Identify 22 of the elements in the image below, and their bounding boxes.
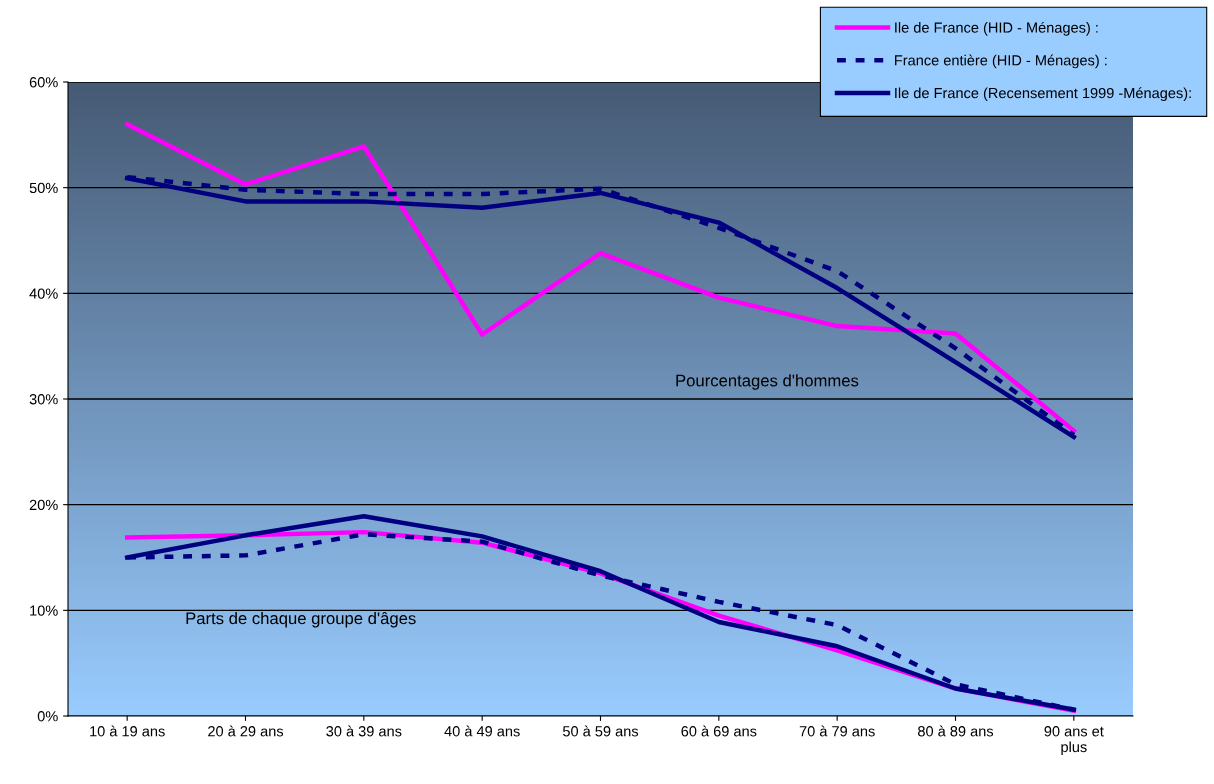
annotation: Parts de chaque groupe d'âges xyxy=(186,611,416,628)
x-tick-label: 60 à 69 ans xyxy=(681,725,757,737)
legend-label: France entière (HID - Ménages) : xyxy=(895,54,1107,69)
legend-label: Ile de France (Recensement 1999 -Ménages): xyxy=(895,87,1191,102)
y-tick-label: 60% xyxy=(29,77,58,88)
y-tick-label: 0% xyxy=(37,711,58,722)
x-tick-label: 80 à 89 ans xyxy=(918,725,994,737)
x-tick-label: 90 ans et plus xyxy=(1044,726,1104,756)
y-tick-label: 10% xyxy=(30,605,58,616)
x-tick-label: 10 à 19 ans xyxy=(90,725,165,737)
legend-label: Ile de France (HID - Ménages) : xyxy=(895,21,1098,36)
annotation: Pourcentages d'hommes xyxy=(676,374,859,390)
x-tick-label: 40 à 49 ans xyxy=(444,725,520,737)
x-tick-label: 30 à 39 ans xyxy=(326,725,402,737)
y-tick-label: 50% xyxy=(29,182,58,194)
y-tick-label: 20% xyxy=(29,499,58,511)
x-tick-label: 50 à 59 ans xyxy=(562,725,639,737)
x-tick-label: 20 à 29 ans xyxy=(208,725,284,737)
y-tick-label: 30% xyxy=(29,394,58,405)
line-series xyxy=(124,122,1077,433)
x-tick-label: 70 à 79 ans xyxy=(799,725,875,737)
y-tick-label: 40% xyxy=(29,288,58,299)
